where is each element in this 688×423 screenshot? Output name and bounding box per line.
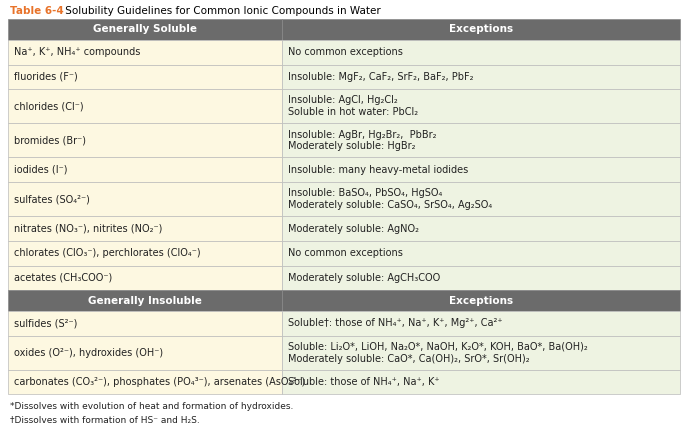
Bar bbox=[8, 89, 282, 124]
Bar bbox=[8, 40, 282, 65]
Text: Na⁺, K⁺, NH₄⁺ compounds: Na⁺, K⁺, NH₄⁺ compounds bbox=[14, 47, 140, 57]
Text: Moderately soluble: AgCH₃COO: Moderately soluble: AgCH₃COO bbox=[288, 273, 440, 283]
Bar bbox=[282, 157, 680, 182]
Text: Insoluble: BaSO₄, PbSO₄, HgSO₄
Moderately soluble: CaSO₄, SrSO₄, Ag₂SO₄: Insoluble: BaSO₄, PbSO₄, HgSO₄ Moderatel… bbox=[288, 188, 493, 210]
Bar bbox=[8, 65, 282, 89]
Bar bbox=[282, 89, 680, 124]
Bar bbox=[282, 370, 680, 395]
Text: Moderately soluble: AgNO₂: Moderately soluble: AgNO₂ bbox=[288, 224, 419, 233]
Bar bbox=[282, 311, 680, 336]
Bar bbox=[8, 157, 282, 182]
Bar bbox=[8, 266, 282, 290]
Bar bbox=[282, 182, 680, 216]
Text: Soluble: Li₂O*, LiOH, Na₂O*, NaOH, K₂O*, KOH, BaO*, Ba(OH)₂
Moderately soluble: : Soluble: Li₂O*, LiOH, Na₂O*, NaOH, K₂O*,… bbox=[288, 342, 588, 363]
Text: No common exceptions: No common exceptions bbox=[288, 47, 403, 57]
Text: Table 6-4: Table 6-4 bbox=[10, 5, 64, 16]
Text: Generally Soluble: Generally Soluble bbox=[93, 25, 197, 35]
Text: nitrates (NO₃⁻), nitrites (NO₂⁻): nitrates (NO₃⁻), nitrites (NO₂⁻) bbox=[14, 224, 162, 233]
Bar bbox=[282, 124, 680, 157]
Bar bbox=[282, 290, 680, 311]
Text: Insoluble: AgCl, Hg₂Cl₂
Soluble in hot water: PbCl₂: Insoluble: AgCl, Hg₂Cl₂ Soluble in hot w… bbox=[288, 96, 418, 117]
Text: Solubility Guidelines for Common Ionic Compounds in Water: Solubility Guidelines for Common Ionic C… bbox=[62, 5, 381, 16]
Text: *Dissolves with evolution of heat and formation of hydroxides.: *Dissolves with evolution of heat and fo… bbox=[10, 402, 294, 412]
Bar bbox=[8, 290, 282, 311]
Text: Soluble†: those of NH₄⁺, Na⁺, K⁺, Mg²⁺, Ca²⁺: Soluble†: those of NH₄⁺, Na⁺, K⁺, Mg²⁺, … bbox=[288, 319, 503, 328]
Text: Insoluble: AgBr, Hg₂Br₂,  PbBr₂
Moderately soluble: HgBr₂: Insoluble: AgBr, Hg₂Br₂, PbBr₂ Moderatel… bbox=[288, 129, 437, 151]
Text: Insoluble: many heavy-metal iodides: Insoluble: many heavy-metal iodides bbox=[288, 165, 469, 175]
Bar bbox=[8, 336, 282, 370]
Text: carbonates (CO₃²⁻), phosphates (PO₄³⁻), arsenates (AsO₄³⁻): carbonates (CO₃²⁻), phosphates (PO₄³⁻), … bbox=[14, 377, 305, 387]
Bar bbox=[8, 182, 282, 216]
Text: Exceptions: Exceptions bbox=[449, 25, 513, 35]
Text: Generally Insoluble: Generally Insoluble bbox=[88, 296, 202, 305]
Text: Insoluble: MgF₂, CaF₂, SrF₂, BaF₂, PbF₂: Insoluble: MgF₂, CaF₂, SrF₂, BaF₂, PbF₂ bbox=[288, 72, 473, 82]
Text: No common exceptions: No common exceptions bbox=[288, 248, 403, 258]
Text: bromides (Br⁻): bromides (Br⁻) bbox=[14, 135, 86, 146]
Bar bbox=[282, 336, 680, 370]
Text: sulfates (SO₄²⁻): sulfates (SO₄²⁻) bbox=[14, 194, 90, 204]
Text: chlorates (ClO₃⁻), perchlorates (ClO₄⁻): chlorates (ClO₃⁻), perchlorates (ClO₄⁻) bbox=[14, 248, 201, 258]
Text: sulfides (S²⁻): sulfides (S²⁻) bbox=[14, 319, 78, 328]
Text: iodides (I⁻): iodides (I⁻) bbox=[14, 165, 67, 175]
Text: acetates (CH₃COO⁻): acetates (CH₃COO⁻) bbox=[14, 273, 113, 283]
Bar bbox=[8, 216, 282, 241]
Text: oxides (O²⁻), hydroxides (OH⁻): oxides (O²⁻), hydroxides (OH⁻) bbox=[14, 348, 163, 358]
Bar bbox=[282, 266, 680, 290]
Bar bbox=[282, 65, 680, 89]
Bar bbox=[8, 370, 282, 395]
Bar bbox=[282, 216, 680, 241]
Bar bbox=[282, 40, 680, 65]
Bar bbox=[8, 124, 282, 157]
Bar bbox=[8, 19, 282, 40]
Bar bbox=[8, 241, 282, 266]
Bar bbox=[282, 19, 680, 40]
Bar bbox=[282, 241, 680, 266]
Text: fluorides (F⁻): fluorides (F⁻) bbox=[14, 72, 78, 82]
Text: chlorides (Cl⁻): chlorides (Cl⁻) bbox=[14, 101, 84, 111]
Text: †Dissolves with formation of HS⁻ and H₂S.: †Dissolves with formation of HS⁻ and H₂S… bbox=[10, 416, 200, 423]
Text: Exceptions: Exceptions bbox=[449, 296, 513, 305]
Text: Soluble: those of NH₄⁺, Na⁺, K⁺: Soluble: those of NH₄⁺, Na⁺, K⁺ bbox=[288, 377, 440, 387]
Bar bbox=[8, 311, 282, 336]
